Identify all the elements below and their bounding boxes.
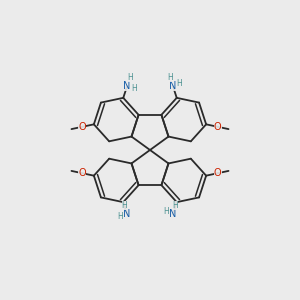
Text: N: N bbox=[169, 209, 176, 219]
Text: H: H bbox=[177, 79, 182, 88]
Text: N: N bbox=[124, 209, 131, 219]
Text: H: H bbox=[163, 207, 169, 216]
Text: N: N bbox=[124, 81, 131, 91]
Text: H: H bbox=[127, 73, 133, 82]
Text: H: H bbox=[118, 212, 123, 221]
Text: O: O bbox=[78, 168, 86, 178]
Text: N: N bbox=[169, 81, 176, 91]
Text: O: O bbox=[214, 168, 222, 178]
Text: H: H bbox=[167, 73, 173, 82]
Text: H: H bbox=[131, 84, 137, 93]
Text: O: O bbox=[214, 122, 222, 132]
Text: H: H bbox=[173, 201, 178, 210]
Text: O: O bbox=[78, 122, 86, 132]
Text: H: H bbox=[122, 201, 127, 210]
